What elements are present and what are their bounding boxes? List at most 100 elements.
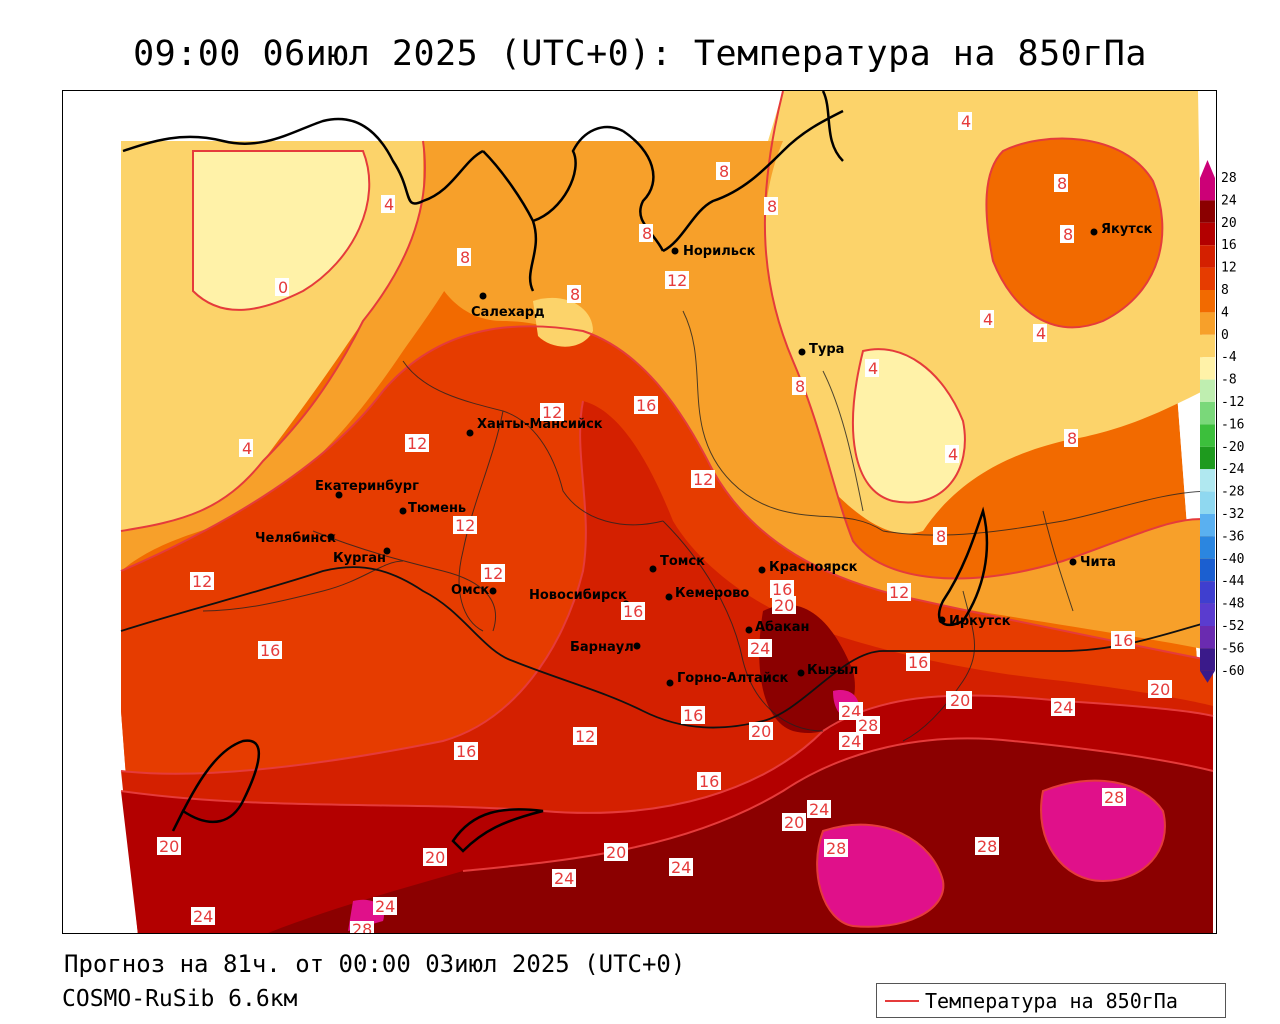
svg-text:8: 8	[570, 285, 580, 304]
contour-label: 8	[1060, 225, 1074, 244]
svg-text:24: 24	[841, 732, 861, 751]
colorbar-segment	[1200, 603, 1215, 626]
colorbar-segment	[1200, 648, 1215, 671]
svg-text:16: 16	[623, 602, 643, 621]
cities: Салехард Норильск Якутск Тура Ханты-Манс…	[255, 222, 1153, 687]
contour-label: 20	[423, 848, 447, 867]
city-kyzyl: Кызыл	[797, 663, 858, 678]
city-label: Новосибирск	[529, 588, 627, 603]
colorbar-tick-label: 8	[1221, 283, 1229, 298]
contour-label: 12	[691, 470, 715, 489]
colorbar-segment	[1200, 402, 1215, 425]
colorbar-tick-label: -4	[1221, 350, 1237, 365]
city-barnaul: Барнаул	[570, 640, 641, 655]
svg-text:0: 0	[278, 278, 288, 297]
colorbar-segment	[1200, 446, 1215, 470]
svg-text:28: 28	[977, 837, 997, 856]
city-tyumen: Тюмень	[399, 501, 466, 516]
colorbar-graphic: 28 24 20 16 12 8 4 0 -4 -8 -12 -16 -20 -24 -28 -32 -36 -4…	[1200, 160, 1245, 683]
svg-text:20: 20	[784, 813, 804, 832]
city-abakan: Абакан	[745, 620, 810, 635]
colorbar-segment	[1200, 178, 1215, 201]
colorbar-tick-label: -12	[1221, 395, 1244, 410]
colorbar-segment	[1200, 267, 1215, 290]
contour-label: 16	[770, 580, 794, 599]
colorbar-segment	[1200, 312, 1215, 335]
city-label: Омск	[451, 583, 489, 598]
city-marker-icon	[666, 679, 674, 687]
contour-label: 16	[906, 653, 930, 672]
contour-label: 20	[948, 691, 972, 710]
city-label: Красноярск	[769, 560, 858, 575]
contour-label: 4	[945, 445, 959, 464]
city-chita: Чита	[1069, 555, 1116, 570]
city-marker-icon	[671, 247, 679, 255]
city-label: Норильск	[683, 244, 756, 259]
contour-label: 12	[887, 583, 911, 602]
city-label: Тура	[809, 342, 844, 357]
svg-text:20: 20	[606, 843, 626, 862]
city-marker-icon	[1090, 228, 1098, 236]
svg-text:12: 12	[407, 434, 427, 453]
contour-label: 16	[454, 742, 478, 761]
svg-text:28: 28	[826, 839, 846, 858]
city-marker-icon	[649, 565, 657, 573]
city-marker-icon	[489, 587, 497, 595]
city-label: Кызыл	[807, 663, 858, 678]
colorbar-tick-label: -56	[1221, 641, 1244, 656]
colorbar-segment	[1200, 424, 1215, 447]
contour-label: 8	[457, 248, 471, 267]
city-tomsk: Томск	[649, 554, 705, 573]
colorbar-tick-label: -36	[1221, 529, 1244, 544]
contour-label: 12	[405, 434, 429, 453]
colorbar-segment	[1200, 290, 1215, 313]
colorbar-segment	[1200, 222, 1215, 246]
svg-text:20: 20	[751, 722, 771, 741]
city-marker-icon	[1069, 558, 1077, 566]
svg-text:4: 4	[384, 195, 394, 214]
colorbar-segment	[1200, 514, 1215, 537]
svg-text:4: 4	[868, 359, 878, 378]
city-kurgan: Курган	[333, 547, 391, 566]
extreme-heat-spot	[817, 824, 944, 927]
city-marker-icon	[399, 507, 407, 515]
contour-label: 24	[748, 639, 772, 658]
city-marker-icon	[383, 547, 391, 555]
svg-text:20: 20	[159, 837, 179, 856]
contour-label: 24	[807, 800, 831, 819]
svg-text:28: 28	[352, 920, 372, 934]
svg-text:12: 12	[483, 564, 503, 583]
colorbar-tick-label: 24	[1221, 193, 1237, 208]
contour-label: 8	[1064, 429, 1078, 448]
svg-text:16: 16	[683, 706, 703, 725]
svg-text:8: 8	[719, 162, 729, 181]
svg-text:20: 20	[774, 596, 794, 615]
map-area[interactable]: Салехард Норильск Якутск Тура Ханты-Манс…	[62, 90, 1217, 934]
city-marker-icon	[745, 626, 753, 634]
contour-label: 12	[190, 572, 214, 591]
contour-label: 28	[824, 839, 848, 858]
colorbar-tick-label: -16	[1221, 417, 1244, 432]
city-irkutsk: Иркутск	[938, 614, 1011, 629]
city-norilsk: Норильск	[671, 244, 756, 259]
svg-text:24: 24	[375, 897, 395, 916]
city-label: Кемерово	[675, 586, 749, 601]
svg-text:20: 20	[1150, 680, 1170, 699]
contour-label: 12	[573, 727, 597, 746]
city-tura: Тура	[798, 342, 844, 357]
forecast-info: Прогноз на 81ч. от 00:00 03июл 2025 (UTC…	[64, 950, 686, 978]
city-chelyabinsk: Челябинск	[255, 531, 336, 546]
colorbar-segment	[1200, 626, 1215, 649]
svg-text:28: 28	[858, 716, 878, 735]
svg-text:16: 16	[699, 772, 719, 791]
contour-label: 8	[792, 377, 806, 396]
svg-text:4: 4	[242, 439, 252, 458]
contour-label: 4	[381, 195, 395, 214]
svg-text:16: 16	[636, 396, 656, 415]
contour-label: 20	[782, 813, 806, 832]
city-label: Екатеринбург	[315, 479, 419, 494]
isotherm-lines	[120, 91, 1214, 928]
contour-label: 8	[764, 197, 778, 216]
city-label: Горно-Алтайск	[677, 671, 789, 686]
svg-text:24: 24	[809, 800, 829, 819]
